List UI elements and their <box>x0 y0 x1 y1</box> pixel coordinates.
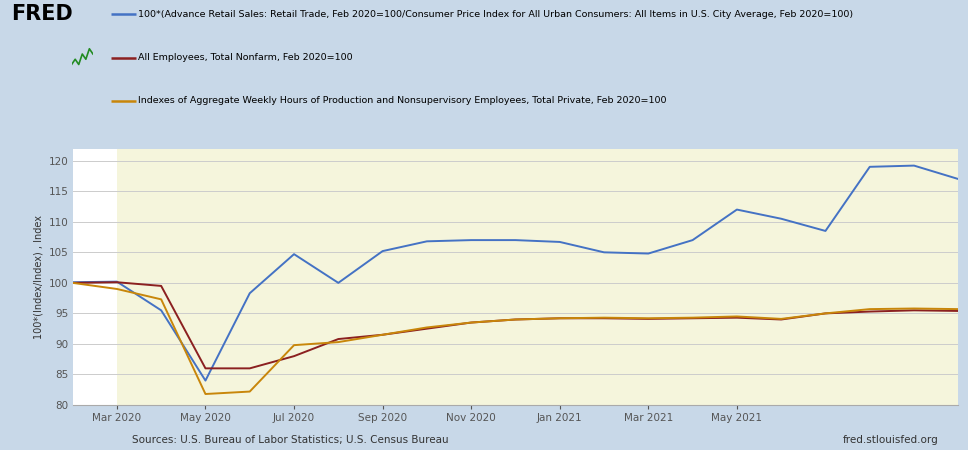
Text: fred.stlouisfed.org: fred.stlouisfed.org <box>843 435 939 445</box>
Y-axis label: 100*(Index/Index) , Index: 100*(Index/Index) , Index <box>33 215 43 339</box>
Text: All Employees, Total Nonfarm, Feb 2020=100: All Employees, Total Nonfarm, Feb 2020=1… <box>138 53 353 62</box>
Text: 100*(Advance Retail Sales: Retail Trade, Feb 2020=100/Consumer Price Index for A: 100*(Advance Retail Sales: Retail Trade,… <box>138 10 854 19</box>
Bar <box>117 148 958 405</box>
Text: Sources: U.S. Bureau of Labor Statistics; U.S. Census Bureau: Sources: U.S. Bureau of Labor Statistics… <box>132 435 449 445</box>
Text: Indexes of Aggregate Weekly Hours of Production and Nonsupervisory Employees, To: Indexes of Aggregate Weekly Hours of Pro… <box>138 96 667 105</box>
Text: FRED: FRED <box>12 4 74 24</box>
Bar <box>73 148 117 405</box>
